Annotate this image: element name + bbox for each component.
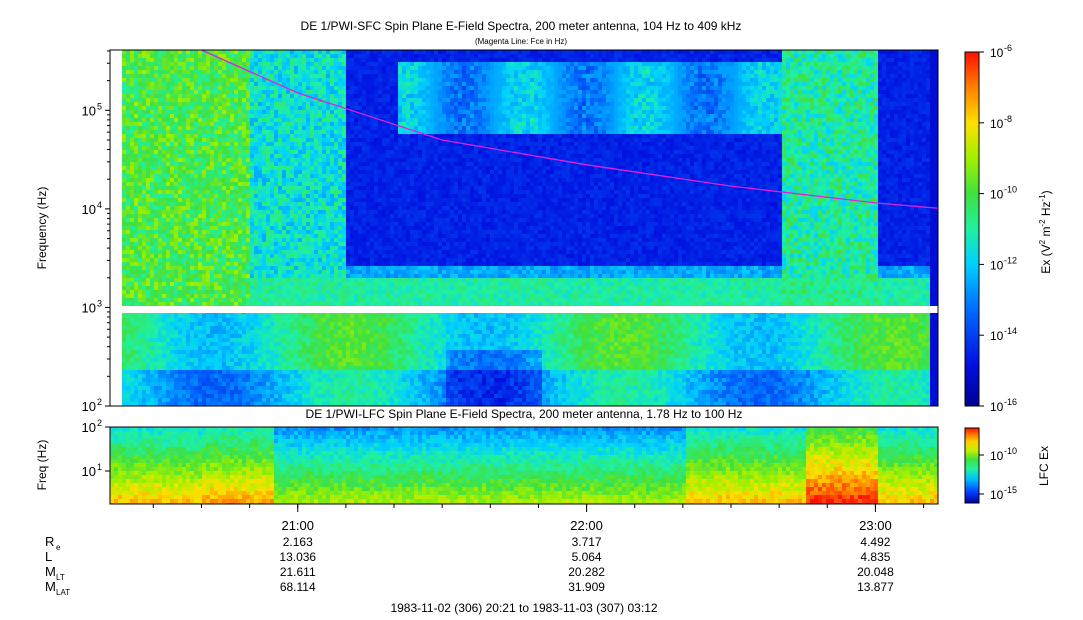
ephemeris-cell: 68.114: [280, 580, 316, 594]
main-colorbar-tick-exp: -8: [1004, 114, 1012, 124]
main-colorbar-tick-exp: -10: [1004, 185, 1017, 195]
ephemeris-cell: 4.835: [860, 550, 890, 564]
ephemeris-row-name: R: [45, 534, 54, 549]
main-colorbar-tick-exp: -12: [1004, 255, 1017, 265]
data-gap-band: [110, 306, 938, 313]
lfc-chart-title: DE 1/PWI-LFC Spin Plane E-Field Spectra,…: [306, 407, 743, 421]
main-chart-subtitle: (Magenta Line: Fce in Hz): [475, 37, 567, 46]
main-y-tick-label: 10: [82, 300, 96, 315]
main-colorbar-tick-exp: -14: [1004, 326, 1017, 336]
ephemeris-row-subscript: e: [56, 543, 61, 552]
ephemeris-row-subscript: LAT: [56, 588, 70, 597]
lfc-y-tick-exp: 1: [97, 462, 102, 472]
ephemeris-cell: 13.036: [279, 550, 316, 564]
time-tick-label: 21:00: [281, 518, 314, 533]
ephemeris-cell: 4.492: [860, 535, 890, 549]
lfc-colorbar-tick-label: 10: [990, 488, 1004, 502]
lfc-colorbar-tick-exp: -10: [1004, 446, 1017, 456]
time-tick-label: 22:00: [570, 518, 603, 533]
main-y-tick-exp: 3: [97, 298, 102, 308]
main-y-tick-label: 10: [82, 103, 96, 118]
main-colorbar-tick-label: 10: [990, 46, 1004, 60]
ephemeris-table: Re2.1633.7174.4924.6524.2293.1371.261L13…: [45, 534, 894, 597]
main-y-axis-label: Frequency (Hz): [35, 187, 49, 270]
main-chart-title: DE 1/PWI-SFC Spin Plane E-Field Spectra,…: [301, 19, 742, 33]
ephemeris-row-name: L: [45, 549, 52, 564]
lfc-y-tick-label: 10: [82, 420, 96, 435]
main-colorbar-tick-exp: -16: [1004, 397, 1017, 407]
main-y-tick-exp: 2: [97, 397, 102, 407]
ephemeris-cell: 20.282: [568, 565, 605, 579]
lfc-y-tick-label: 10: [82, 464, 96, 479]
ephemeris-cell: 31.909: [568, 580, 605, 594]
ephemeris-cell: 5.064: [572, 550, 602, 564]
lfc-colorbar-label: LFC Ex: [1037, 446, 1051, 486]
main-colorbar-tick-label: 10: [990, 188, 1004, 202]
main-spectrogram-panel: [109, 49, 939, 407]
lfc-spectrogram-panel: [109, 426, 939, 505]
ephemeris-row-name: M: [45, 564, 56, 579]
main-y-tick-label: 10: [82, 399, 96, 414]
lfc-colorbar-tick-label: 10: [990, 449, 1004, 463]
ephemeris-row-subscript: LT: [56, 573, 65, 582]
ephemeris-cell: 3.717: [572, 535, 602, 549]
main-colorbar-label: Ex (V2 m-2 Hz-1): [1038, 190, 1053, 273]
main-y-tick-exp: 5: [97, 101, 102, 111]
ephemeris-cell: 21.611: [280, 565, 316, 579]
lfc-colorbar-tick-exp: -15: [1004, 485, 1017, 495]
main-y-tick-exp: 4: [97, 200, 102, 210]
main-heatmap-cells: [110, 50, 938, 406]
ephemeris-cell: 13.877: [857, 580, 894, 594]
ephemeris-row-name: M: [45, 579, 56, 594]
lfc-y-tick-exp: 2: [97, 418, 102, 428]
time-tick-label: 23:00: [859, 518, 892, 533]
lfc-heatmap-cells: [110, 427, 938, 504]
main-colorbar-tick-exp: -6: [1004, 43, 1012, 53]
fce-magenta-line: [201, 50, 938, 209]
main-colorbar-tick-label: 10: [990, 117, 1004, 131]
time-range-caption: 1983-11-02 (306) 20:21 to 1983-11-03 (30…: [390, 601, 657, 615]
main-colorbar-tick-label: 10: [990, 258, 1004, 272]
main-heatmap-features: [110, 50, 122, 406]
main-colorbar-tick-label: 10: [990, 329, 1004, 343]
main-colorbar-tick-label: 10: [990, 400, 1004, 414]
ephemeris-cell: 2.163: [283, 535, 313, 549]
ephemeris-cell: 20.048: [857, 565, 894, 579]
main-y-tick-label: 10: [82, 202, 96, 217]
lfc-y-axis-label: Freq (Hz): [35, 440, 49, 491]
